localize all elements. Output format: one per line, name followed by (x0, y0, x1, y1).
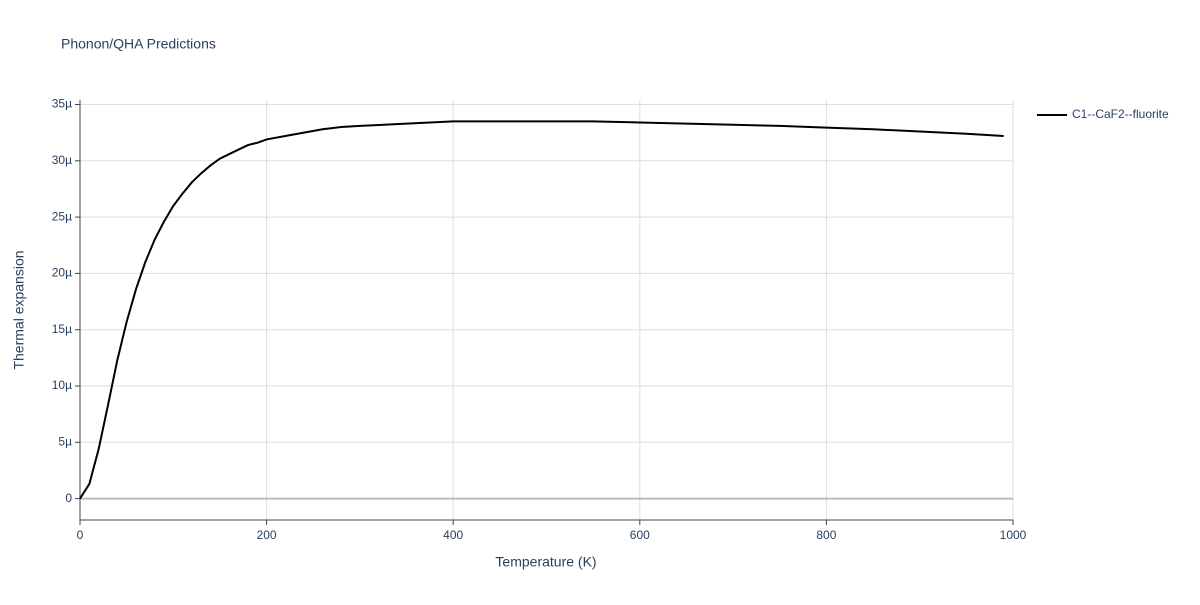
y-tick-label: 5µ (58, 434, 72, 448)
x-tick-label: 1000 (1000, 528, 1027, 542)
y-tick-label: 30µ (52, 153, 72, 167)
y-tick-label: 15µ (52, 322, 72, 336)
legend-label: C1--CaF2--fluorite (1072, 107, 1169, 121)
x-tick-label: 800 (816, 528, 836, 542)
y-tick-label: 10µ (52, 378, 72, 392)
y-tick-label: 35µ (52, 97, 72, 111)
y-tick-label: 20µ (52, 266, 72, 280)
y-tick-label: 0 (65, 491, 72, 505)
line (79, 120, 1004, 500)
x-tick-label: 400 (443, 528, 463, 542)
y-tick-label: 25µ (52, 209, 72, 223)
chart-title: Phonon/QHA Predictions (61, 36, 216, 52)
x-tick-label: 0 (77, 528, 84, 542)
x-tick-label: 200 (257, 528, 277, 542)
x-tick-label: 600 (630, 528, 650, 542)
y-axis-label: Thermal expansion (11, 250, 27, 369)
x-axis-label: Temperature (K) (495, 554, 596, 570)
